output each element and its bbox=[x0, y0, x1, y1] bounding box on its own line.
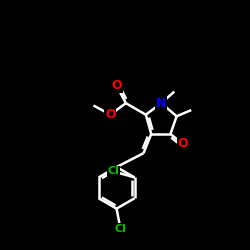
Text: O: O bbox=[105, 108, 116, 121]
Text: Cl: Cl bbox=[107, 166, 119, 176]
Text: O: O bbox=[178, 138, 188, 150]
Text: O: O bbox=[111, 79, 122, 92]
Text: N: N bbox=[156, 97, 166, 110]
Text: Cl: Cl bbox=[114, 224, 126, 234]
